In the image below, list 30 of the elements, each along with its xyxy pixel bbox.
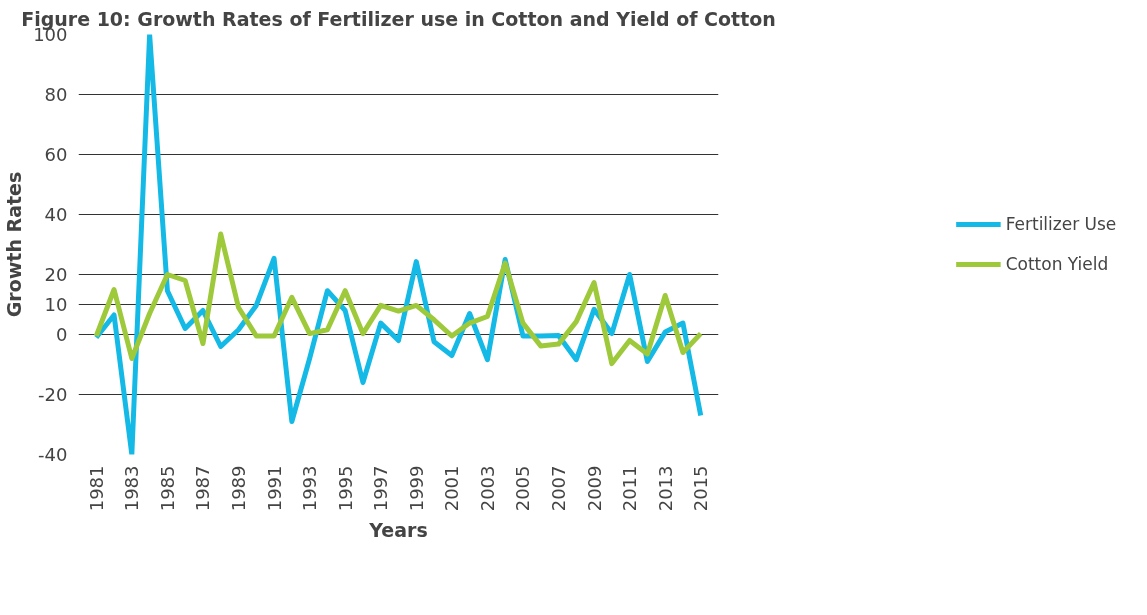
x-tick-label: 2005 [512,465,534,512]
x-tick-label: 1981 [85,465,107,512]
x-tick-label: 1987 [192,465,214,512]
legend-label: Fertilizer Use [1005,214,1117,234]
x-tick-label: 1989 [228,465,249,512]
x-tick-label: 2015 [690,465,712,512]
x-tick-label: 2009 [583,465,605,512]
x-tick-label: 1991 [263,465,285,512]
y-tick-label: -40 [38,444,68,465]
x-tick-label: 1999 [405,465,427,512]
x-tick-label: 1995 [334,465,356,512]
x-tick-label: 1983 [121,465,143,512]
y-axis-title: Growth Rates [3,171,26,318]
x-tick-label: 2013 [654,465,676,512]
legend-label: Cotton Yield [1005,254,1109,274]
y-tick-label: 0 [56,324,68,345]
x-tick-label: 2011 [619,465,641,512]
x-tick-label: 1993 [299,465,321,512]
x-tick-label: 1985 [156,465,178,512]
x-tick-label: 1997 [370,465,392,512]
y-tick-label: -20 [38,384,68,405]
y-tick-label: 10 [44,294,68,315]
x-axis-title: Years [368,519,428,542]
y-tick-label: 80 [44,84,68,105]
x-tick-label: 2007 [548,465,569,512]
y-tick-label: 40 [44,204,68,225]
x-tick-label: 2001 [441,465,463,512]
x-tick-label: 2003 [476,465,498,512]
y-tick-label: 20 [44,264,68,285]
y-tick-label: 60 [44,144,68,165]
